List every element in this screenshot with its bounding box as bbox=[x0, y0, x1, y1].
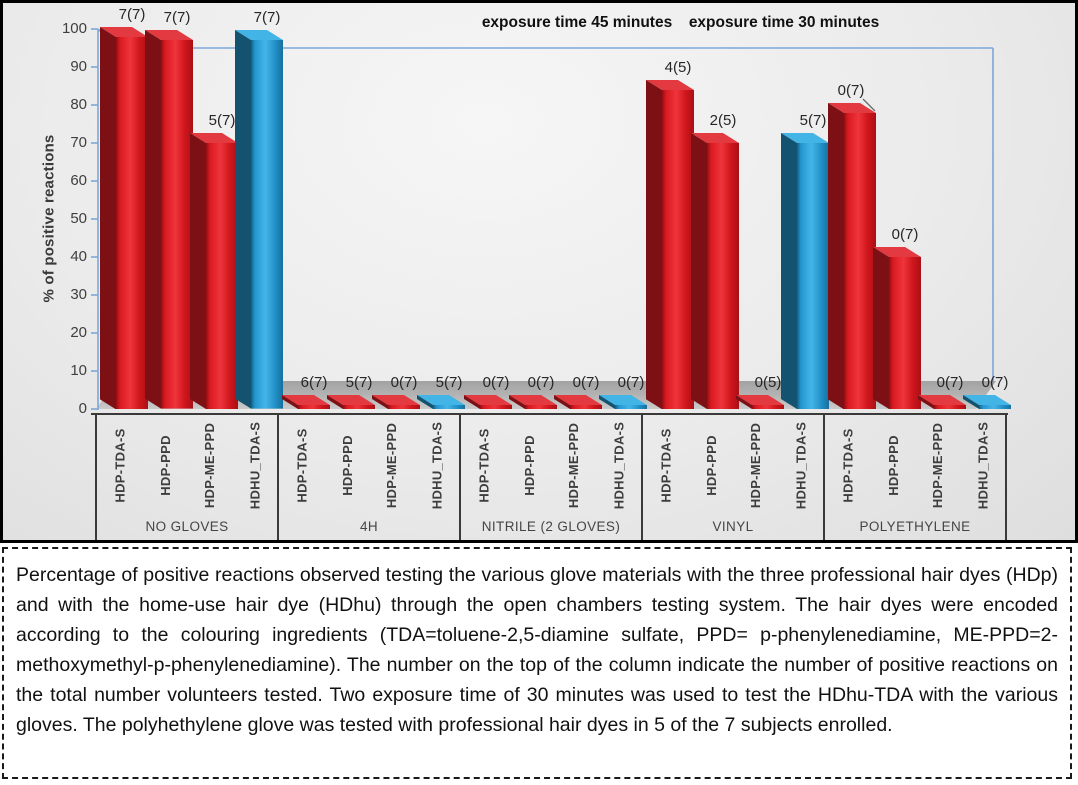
y-tick-label-0: 0 bbox=[78, 400, 87, 417]
x-axis-label-polyethylene-hdhu-tda-s: HDHU_TDA-S bbox=[931, 414, 1035, 516]
bar-no-gloves-hdp-me-ppd bbox=[190, 133, 238, 409]
bar-polyethylene-hdp-tda-s bbox=[828, 102, 876, 409]
bar-value-label-polyethylene-hdp-tda-s: 0(7) bbox=[837, 81, 865, 99]
bar-value-label-vinyl-hdp-me-ppd: 0(5) bbox=[754, 374, 782, 391]
y-tick-label-100: 100 bbox=[61, 20, 87, 37]
bar-value-label-nitrile-2-gloves-hdp-me-ppd: 0(7) bbox=[572, 374, 600, 391]
bar-no-gloves-hdp-tda-s bbox=[100, 26, 148, 409]
bar-value-label-no-gloves-hdp-me-ppd: 5(7) bbox=[208, 112, 236, 129]
bar-value-label-4h-hdp-tda-s: 6(7) bbox=[300, 374, 328, 391]
bar-nitrile-2-gloves-hdhu-tda-s bbox=[599, 395, 647, 409]
bar-nitrile-2-gloves-hdp-ppd bbox=[509, 395, 557, 409]
category-divider-5 bbox=[1005, 414, 1007, 540]
category-label-nitrile-2-gloves: NITRILE (2 GLOVES) bbox=[481, 519, 621, 534]
category-divider-0 bbox=[95, 414, 97, 540]
bar-4h-hdp-me-ppd bbox=[372, 395, 420, 409]
category-divider-2 bbox=[459, 414, 461, 540]
bar-value-label-nitrile-2-gloves-hdhu-tda-s: 0(7) bbox=[617, 374, 645, 391]
bar-polyethylene-hdhu-tda-s bbox=[963, 395, 1011, 409]
bar-vinyl-hdp-me-ppd bbox=[736, 395, 784, 409]
bar-polyethylene-hdp-me-ppd bbox=[918, 395, 966, 409]
figure-caption: Percentage of positive reactions observe… bbox=[2, 547, 1072, 779]
bar-value-label-no-gloves-hdp-ppd: 7(7) bbox=[163, 9, 191, 27]
bar-value-label-polyethylene-hdp-me-ppd: 0(7) bbox=[936, 374, 964, 391]
x-axis-label-text: HDHU_TDA-S bbox=[975, 421, 991, 509]
bar-value-label-4h-hdhu-tda-s: 5(7) bbox=[435, 374, 463, 391]
bar-vinyl-hdhu-tda-s bbox=[781, 133, 829, 409]
y-tick-label-30: 30 bbox=[70, 286, 87, 303]
annotation-exposure-45: exposure time 45 minutes bbox=[481, 14, 673, 31]
bar-vinyl-hdp-ppd bbox=[691, 133, 739, 409]
y-tick-label-40: 40 bbox=[70, 248, 87, 265]
plot-area: % of positive reactions exposure time 45… bbox=[3, 3, 1075, 540]
annotation-exposure-30: exposure time 30 minutes bbox=[688, 14, 880, 31]
y-tick-label-10: 10 bbox=[70, 362, 87, 379]
bar-value-label-vinyl-hdhu-tda-s: 5(7) bbox=[799, 112, 827, 129]
bar-value-label-polyethylene-hdp-ppd: 0(7) bbox=[891, 226, 919, 243]
chart-panel: % of positive reactions exposure time 45… bbox=[0, 0, 1078, 543]
bar-value-label-4h-hdp-me-ppd: 0(7) bbox=[390, 374, 418, 391]
bar-value-label-no-gloves-hdp-tda-s: 7(7) bbox=[118, 5, 146, 23]
y-tick-label-60: 60 bbox=[70, 172, 87, 189]
y-tick-label-20: 20 bbox=[70, 324, 87, 341]
bar-4h-hdp-ppd bbox=[327, 395, 375, 409]
bar-polyethylene-hdp-ppd bbox=[873, 247, 921, 409]
bar-no-gloves-hdhu-tda-s bbox=[235, 30, 283, 409]
category-label-polyethylene: POLYETHYLENE bbox=[859, 519, 971, 534]
bar-nitrile-2-gloves-hdp-me-ppd bbox=[554, 395, 602, 409]
bar-4h-hdp-tda-s bbox=[282, 395, 330, 409]
y-tick-label-50: 50 bbox=[70, 210, 87, 227]
bar-value-label-nitrile-2-gloves-hdp-ppd: 0(7) bbox=[527, 374, 555, 391]
x-axis-top-rule bbox=[91, 413, 1008, 415]
category-label-4h: 4H bbox=[359, 519, 379, 534]
figure-caption-text: Percentage of positive reactions observe… bbox=[16, 564, 1058, 736]
bar-value-label-vinyl-hdp-ppd: 2(5) bbox=[709, 112, 737, 129]
category-label-no-gloves: NO GLOVES bbox=[145, 519, 229, 534]
bar-value-label-vinyl-hdp-tda-s: 4(5) bbox=[664, 58, 692, 76]
y-tick-label-80: 80 bbox=[70, 96, 87, 113]
bar-value-label-nitrile-2-gloves-hdp-tda-s: 0(7) bbox=[482, 374, 510, 391]
y-tick-label-90: 90 bbox=[70, 58, 87, 75]
y-tick-label-70: 70 bbox=[70, 134, 87, 151]
bar-no-gloves-hdp-ppd bbox=[145, 30, 193, 409]
category-divider-4 bbox=[823, 414, 825, 540]
category-divider-3 bbox=[641, 414, 643, 540]
bar-label-leader-line bbox=[862, 98, 876, 112]
bar-value-label-polyethylene-hdhu-tda-s: 0(7) bbox=[981, 374, 1009, 391]
bar-nitrile-2-gloves-hdp-tda-s bbox=[464, 395, 512, 409]
bar-value-label-no-gloves-hdhu-tda-s: 7(7) bbox=[253, 9, 281, 27]
category-label-vinyl: VINYL bbox=[712, 519, 754, 534]
bar-vinyl-hdp-tda-s bbox=[646, 79, 694, 409]
category-divider-1 bbox=[277, 414, 279, 540]
bar-4h-hdhu-tda-s bbox=[417, 395, 465, 409]
bar-value-label-4h-hdp-ppd: 5(7) bbox=[345, 374, 373, 391]
